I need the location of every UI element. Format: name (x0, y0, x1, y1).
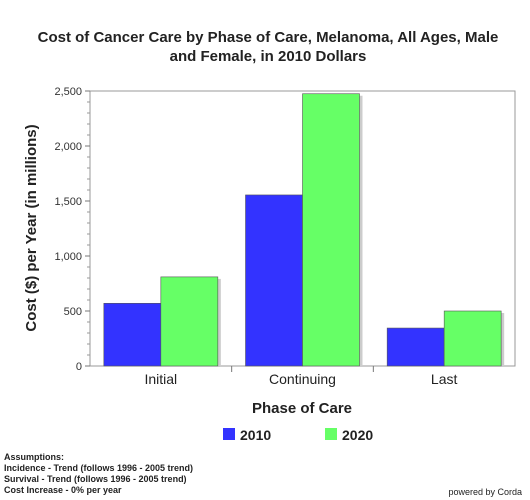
legend-swatch-2020 (325, 428, 337, 440)
x-category-label: Continuing (269, 371, 336, 387)
legend-label-2020: 2020 (342, 427, 373, 443)
assumptions-notes: Assumptions: Incidence - Trend (follows … (4, 452, 193, 496)
y-tick-label: 0 (76, 361, 82, 373)
bar-initial-2010 (103, 302, 162, 367)
y-tick-label: 1,500 (54, 196, 82, 208)
bar-initial-2020 (160, 276, 219, 367)
bar-continuing-2020 (302, 93, 360, 367)
assumptions-heading: Assumptions: (4, 452, 65, 462)
legend-swatch-2010 (223, 428, 235, 440)
bar-continuing-2010 (245, 194, 303, 367)
y-tick-label: 2,500 (54, 86, 82, 98)
bar-last-2020 (443, 310, 502, 367)
assumption-incidence: Incidence - Trend (follows 1996 - 2005 t… (4, 463, 194, 473)
chart-title-line-1: Cost of Cancer Care by Phase of Care, Me… (38, 29, 499, 46)
plot-area: 0 500 1,000 1,500 2,000 2,500 Initial Continuin… (54, 86, 516, 387)
x-category-label: Initial (144, 371, 177, 387)
legend: 2010 2020 (223, 427, 373, 443)
assumption-cost-increase: Cost Increase - 0% per year (4, 485, 122, 495)
x-axis-title: Phase of Care (252, 400, 352, 417)
chart-title-line-2: and Female, in 2010 Dollars (170, 48, 367, 65)
y-axis-title: Cost ($) per Year (in millions) (23, 124, 40, 331)
powered-by-credit: powered by Corda (448, 487, 522, 497)
legend-label-2010: 2010 (240, 427, 271, 443)
x-category-label: Last (431, 371, 458, 387)
assumption-survival: Survival - Trend (follows 1996 - 2005 tr… (4, 474, 187, 484)
y-tick-label: 1,000 (54, 251, 82, 263)
y-tick-label: 500 (64, 306, 82, 318)
bar-last-2010 (386, 327, 445, 367)
y-tick-label: 2,000 (54, 141, 82, 153)
